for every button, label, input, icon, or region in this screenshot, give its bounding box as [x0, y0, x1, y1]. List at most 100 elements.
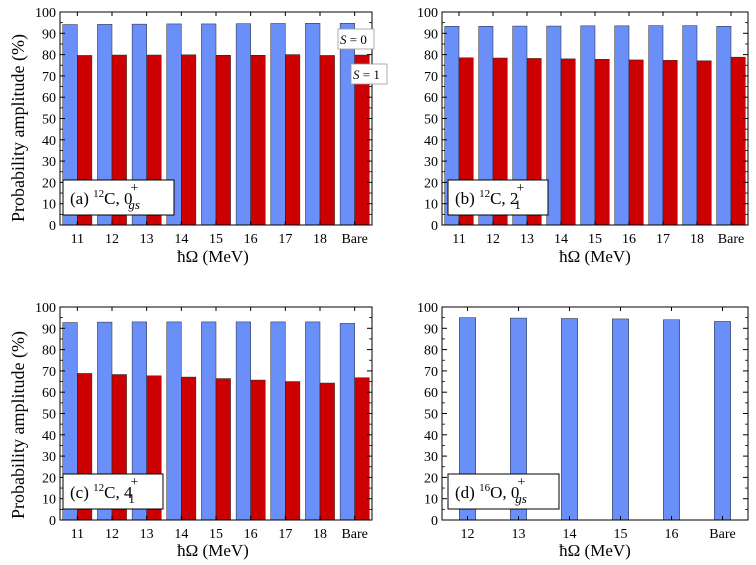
y-tick-label: 70 — [42, 365, 56, 380]
panel-c: 0 10 20 30 40 50 60 70 80 90 100 11 12 13 14 15 16 17 18 B… — [8, 301, 373, 560]
x-tick-label: 15 — [614, 527, 628, 542]
y-tick-label: 0 — [49, 219, 56, 234]
y-tick-label: 10 — [42, 493, 56, 508]
bar-s1 — [181, 54, 197, 226]
y-tick-label: 80 — [424, 49, 438, 64]
x-tick-label: 15 — [209, 527, 223, 542]
y-tick-label: 100 — [35, 6, 56, 21]
x-tick-label: 16 — [665, 527, 679, 542]
y-tick-label: 60 — [42, 91, 56, 106]
bar-s0 — [166, 321, 182, 521]
x-tick-label: 11 — [452, 232, 465, 247]
x-axis-label: ħΩ (MeV) — [559, 541, 631, 560]
y-tick-label: 60 — [424, 386, 438, 401]
x-axis-label: ħΩ (MeV) — [177, 247, 249, 266]
y-tick-label: 20 — [424, 471, 438, 486]
bar-s1 — [215, 378, 231, 521]
panel-b-yticks: 0 10 20 30 40 50 60 70 80 90 100 — [417, 6, 748, 234]
y-tick-label: 30 — [424, 450, 438, 465]
y-tick-label: 20 — [42, 176, 56, 191]
y-tick-label: 0 — [431, 514, 438, 529]
y-tick-label: 90 — [424, 27, 438, 42]
bar-s1 — [285, 381, 301, 521]
x-tick-label: 16 — [244, 527, 258, 542]
bar-s1 — [628, 59, 644, 226]
bar-s1 — [215, 54, 231, 226]
panel-d-label: (d) 16O, 0+ gs — [455, 475, 527, 506]
bar-s0 — [339, 23, 355, 226]
x-tick-label: Bare — [341, 527, 367, 542]
bar-s0 — [339, 323, 355, 521]
y-tick-label: 30 — [424, 155, 438, 170]
bar-s0 — [270, 321, 286, 521]
y-tick-label: 90 — [424, 322, 438, 337]
bar-s0 — [580, 25, 596, 226]
panel-b-label: (b) 12C, 2+ 1 — [455, 181, 524, 212]
panel-a-label: (a) 12C, 0+ gs — [70, 181, 140, 212]
panel-a-yticks: 0 10 20 30 40 50 60 70 80 90 100 — [35, 6, 372, 234]
y-tick-label: 60 — [42, 386, 56, 401]
y-tick-label: 70 — [42, 70, 56, 85]
bar-s0 — [305, 321, 321, 521]
y-tick-label: 10 — [424, 493, 438, 508]
x-tick-label: 15 — [588, 232, 602, 247]
x-tick-label: 14 — [174, 527, 188, 542]
panel-c-label: (c) 12C, 4+ 1 — [70, 475, 138, 506]
bar-s1 — [730, 56, 746, 226]
y-tick-label: 30 — [42, 155, 56, 170]
y-axis-label: Probability amplitude (%) — [8, 34, 29, 222]
panel-c-label-box — [62, 473, 164, 510]
bar-s0 — [561, 318, 578, 521]
panel-d: 0 10 20 30 40 50 60 70 80 90 100 12 13 14 15 16 Bare ħΩ… — [417, 301, 749, 560]
x-tick-label: 17 — [278, 527, 292, 542]
panel-d-label-box — [447, 473, 560, 510]
panel-d-bars — [459, 317, 731, 521]
bar-s1 — [285, 54, 301, 226]
panel-c-xticks: 11 12 13 14 15 16 17 18 Bare — [71, 307, 368, 542]
y-tick-label: 80 — [424, 344, 438, 359]
legend-s0-label: S = 0 — [340, 32, 367, 47]
panel-a-xticks: 11 12 13 14 15 16 17 18 Bare — [71, 12, 368, 247]
x-tick-label: 14 — [554, 232, 568, 247]
x-tick-label: 16 — [244, 232, 258, 247]
bar-s1 — [696, 60, 712, 226]
x-tick-label: Bare — [341, 232, 367, 247]
y-tick-label: 70 — [424, 70, 438, 85]
x-tick-label: 12 — [105, 527, 119, 542]
x-tick-label: 16 — [622, 232, 636, 247]
y-tick-label: 40 — [424, 429, 438, 444]
y-tick-label: 100 — [417, 6, 438, 21]
y-tick-label: 50 — [424, 113, 438, 128]
bar-s0 — [682, 25, 698, 226]
legend-s0-box — [337, 28, 375, 50]
x-tick-label: 18 — [313, 527, 327, 542]
x-tick-label: 11 — [71, 232, 84, 247]
x-tick-label: Bare — [718, 232, 744, 247]
x-tick-label: 18 — [690, 232, 704, 247]
y-tick-label: 80 — [42, 344, 56, 359]
panel-b: 0 10 20 30 40 50 60 70 80 90 100 11 12 13 14 15 16 17 18 B… — [417, 6, 749, 266]
x-tick-label: 14 — [563, 527, 577, 542]
bar-s0 — [714, 321, 731, 521]
bar-s1 — [181, 376, 197, 521]
y-tick-label: 80 — [42, 49, 56, 64]
panel-b-xticks: 11 12 13 14 15 16 17 18 Bare — [452, 12, 744, 247]
x-tick-label: 12 — [486, 232, 500, 247]
y-tick-label: 20 — [42, 471, 56, 486]
bar-s0 — [305, 23, 321, 226]
bar-s0 — [612, 318, 629, 521]
x-tick-label: 17 — [278, 232, 292, 247]
bar-s0 — [648, 25, 664, 226]
y-tick-label: 10 — [42, 198, 56, 213]
y-tick-label: 40 — [42, 429, 56, 444]
bar-s0 — [235, 23, 251, 226]
x-tick-label: 13 — [140, 527, 154, 542]
x-tick-label: 12 — [105, 232, 119, 247]
x-tick-label: 11 — [71, 527, 84, 542]
x-axis-label: ħΩ (MeV) — [177, 541, 249, 560]
y-tick-label: 30 — [42, 450, 56, 465]
bar-s1 — [319, 55, 335, 226]
bar-s1 — [250, 379, 266, 521]
y-tick-label: 50 — [424, 408, 438, 423]
